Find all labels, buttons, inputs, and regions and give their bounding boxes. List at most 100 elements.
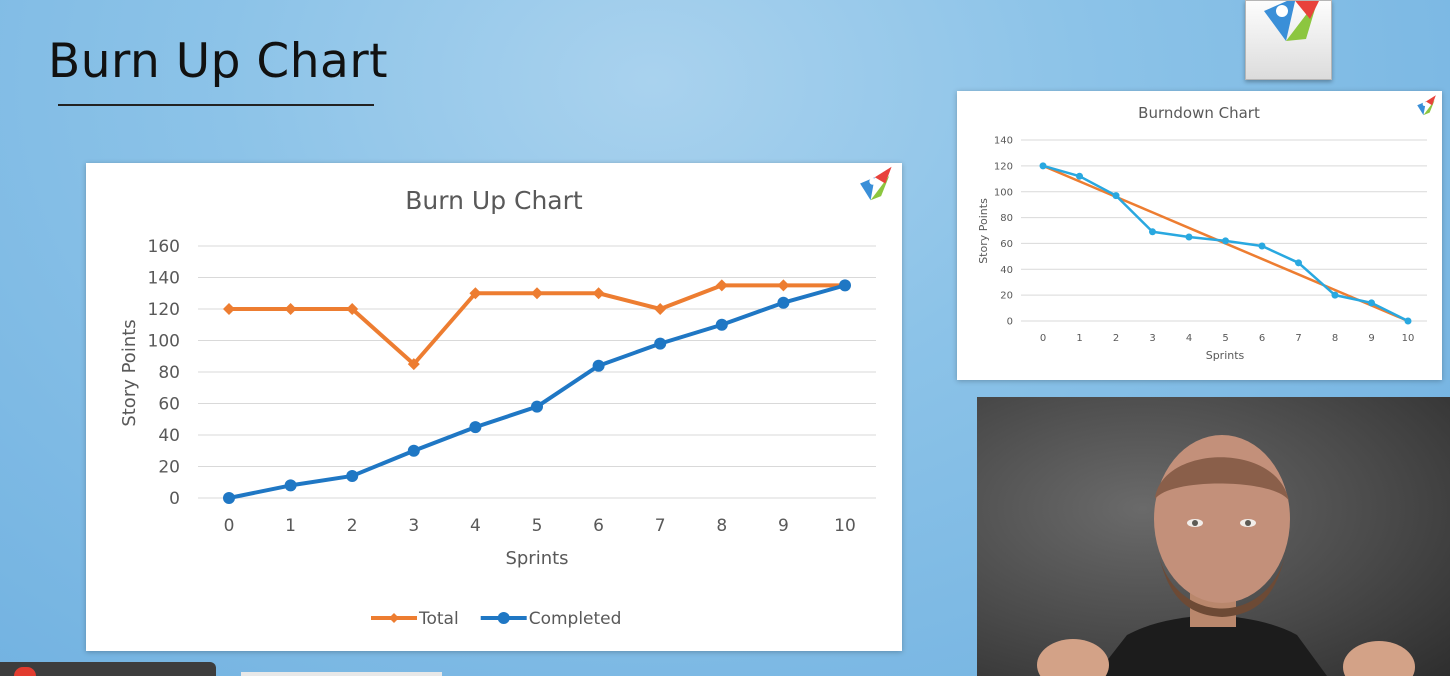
burnup-series-1-point bbox=[407, 444, 420, 457]
burnup-y-tick-label: 60 bbox=[158, 395, 180, 415]
burnup-series-0-point bbox=[223, 303, 235, 315]
burndown-y-tick-label: 0 bbox=[1007, 317, 1013, 328]
burnup-series-1-point bbox=[654, 337, 667, 350]
burndown-series-1-point bbox=[1039, 162, 1047, 170]
burnup-series-1-point bbox=[531, 400, 543, 413]
burnup-series-1-point bbox=[284, 479, 297, 492]
burndown-x-tick-label: 8 bbox=[1332, 333, 1338, 344]
burnup-x-axis-label: Sprints bbox=[505, 548, 568, 569]
logo-figure-head bbox=[1422, 101, 1427, 106]
burndown-y-tick-label: 20 bbox=[1000, 291, 1013, 302]
burnup-x-tick-label: 0 bbox=[224, 516, 235, 536]
burnup-y-tick-label: 120 bbox=[148, 300, 180, 320]
burndown-chart: Burndown Chart 0 20 40 60 80 100 120 140 0 1 2 3 4 5 6 7… bbox=[977, 95, 1436, 362]
presenter-video-icon bbox=[1037, 435, 1415, 676]
burnup-x-tick-label: 5 bbox=[532, 516, 543, 536]
burndown-y-tick-label: 120 bbox=[994, 161, 1013, 172]
burnup-series-1-point bbox=[592, 359, 605, 372]
burndown-y-axis-label: Story Points bbox=[977, 198, 990, 264]
burnup-series-0-point bbox=[407, 358, 420, 371]
burnup-chart-panel: Burn Up Chart 0 20 40 60 80 100 120 140 160 0 1 2 3 4 5… bbox=[86, 163, 902, 651]
burndown-chart-panel: Burndown Chart 0 20 40 60 80 100 120 140 0 1 2 3 4 5 6 7… bbox=[957, 91, 1442, 380]
slide-title: Burn Up Chart bbox=[48, 34, 389, 89]
chart-logo-icon bbox=[1417, 95, 1436, 116]
burndown-x-axis-label: Sprints bbox=[1206, 349, 1245, 362]
burndown-x-tick-label: 3 bbox=[1149, 333, 1155, 344]
webcam-feed bbox=[977, 397, 1450, 676]
burndown-y-tick-label: 40 bbox=[1000, 265, 1013, 276]
logo-red-shape bbox=[874, 166, 892, 184]
burnup-legend-label-1: Completed bbox=[529, 609, 622, 629]
burndown-series-1-point bbox=[1076, 172, 1083, 180]
burnup-y-tick-label: 0 bbox=[169, 489, 180, 509]
burndown-x-tick-label: 2 bbox=[1113, 333, 1119, 344]
burnup-legend-marker-1 bbox=[497, 612, 510, 624]
burnup-series-0-point bbox=[592, 287, 605, 300]
logo-tile bbox=[1245, 0, 1332, 80]
burnup-series-1-point bbox=[346, 469, 359, 482]
burnup-legend-label-0: Total bbox=[418, 609, 459, 629]
burnup-legend-marker-0 bbox=[389, 613, 399, 623]
burndown-x-tick-label: 1 bbox=[1076, 333, 1082, 344]
burnup-series-0-point bbox=[346, 303, 359, 315]
logo-icon bbox=[1264, 0, 1320, 41]
burnup-y-tick-label: 100 bbox=[148, 332, 180, 352]
burndown-x-tick-label: 9 bbox=[1368, 333, 1374, 344]
burnup-y-tick-label: 40 bbox=[158, 426, 180, 446]
burndown-series-1-point bbox=[1295, 259, 1302, 267]
burnup-series-0-point bbox=[531, 287, 543, 300]
chart-logo-icon bbox=[860, 166, 892, 201]
burndown-chart-title: Burndown Chart bbox=[1138, 104, 1260, 122]
burnup-x-tick-label: 1 bbox=[285, 516, 296, 536]
burndown-y-tick-label: 60 bbox=[1000, 239, 1013, 250]
burnup-series-1-point bbox=[777, 296, 790, 309]
burndown-series-1-point bbox=[1258, 242, 1266, 250]
burnup-x-tick-label: 10 bbox=[834, 516, 856, 536]
burndown-x-tick-label: 6 bbox=[1259, 333, 1265, 344]
burndown-series-1-point bbox=[1222, 237, 1229, 245]
burnup-x-tick-label: 6 bbox=[593, 516, 604, 536]
burnup-y-tick-label: 140 bbox=[148, 269, 180, 289]
burnup-series-1-point bbox=[715, 318, 728, 331]
burndown-series-1-point bbox=[1112, 192, 1120, 200]
burnup-series-0-point bbox=[715, 279, 728, 292]
burndown-series-1-point bbox=[1404, 317, 1412, 325]
burndown-y-tick-label: 80 bbox=[1000, 213, 1013, 224]
burndown-y-tick-label: 140 bbox=[994, 136, 1013, 147]
burnup-x-tick-label: 3 bbox=[408, 516, 419, 536]
burnup-series-1-point bbox=[839, 279, 851, 292]
burndown-y-tick-label: 100 bbox=[994, 187, 1013, 198]
burndown-series-1-point bbox=[1368, 299, 1375, 307]
burndown-series-1-point bbox=[1185, 233, 1193, 241]
burnup-x-tick-label: 7 bbox=[655, 516, 666, 536]
burndown-x-tick-label: 4 bbox=[1186, 333, 1192, 344]
burndown-x-tick-label: 5 bbox=[1222, 333, 1228, 344]
burnup-series-0-point bbox=[654, 303, 667, 315]
logo-red-shape bbox=[1425, 95, 1436, 106]
burnup-y-tick-label: 20 bbox=[158, 458, 180, 478]
burnup-chart: Burn Up Chart 0 20 40 60 80 100 120 140 160 0 1 2 3 4 5… bbox=[119, 166, 892, 629]
burndown-x-tick-label: 10 bbox=[1402, 333, 1415, 344]
red-marker-icon bbox=[14, 667, 36, 676]
burndown-series-1-point bbox=[1331, 291, 1339, 299]
burnup-series-0-point bbox=[469, 287, 482, 300]
logo-green-shape bbox=[1423, 100, 1435, 116]
burnup-series-1-point bbox=[469, 421, 482, 434]
logo-figure-head bbox=[869, 178, 877, 185]
white-tab[interactable] bbox=[241, 672, 442, 676]
burndown-series-1-point bbox=[1149, 228, 1156, 236]
burnup-x-tick-label: 2 bbox=[347, 516, 358, 536]
burnup-x-tick-label: 4 bbox=[470, 516, 481, 536]
burnup-y-tick-label: 80 bbox=[158, 363, 180, 383]
burnup-x-tick-label: 8 bbox=[716, 516, 727, 536]
burnup-series-1-point bbox=[223, 492, 235, 504]
burndown-x-tick-label: 7 bbox=[1295, 333, 1301, 344]
title-underline bbox=[58, 104, 374, 106]
burnup-chart-title: Burn Up Chart bbox=[405, 186, 583, 215]
burndown-x-tick-label: 0 bbox=[1040, 333, 1046, 344]
burnup-series-0-point bbox=[777, 279, 790, 292]
burnup-x-tick-label: 9 bbox=[778, 516, 789, 536]
burnup-y-axis-label: Story Points bbox=[119, 319, 140, 426]
dark-taskbar-tab[interactable] bbox=[0, 662, 216, 676]
burnup-y-tick-label: 160 bbox=[148, 237, 180, 257]
